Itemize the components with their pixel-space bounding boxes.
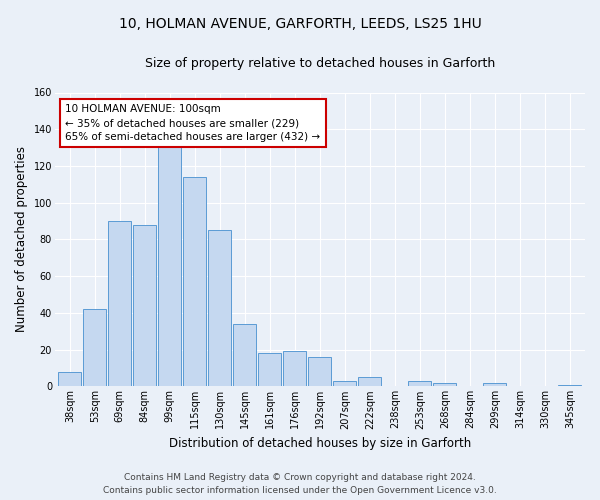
Bar bbox=[158, 140, 181, 386]
Bar bbox=[433, 382, 457, 386]
Y-axis label: Number of detached properties: Number of detached properties bbox=[15, 146, 28, 332]
X-axis label: Distribution of detached houses by size in Garforth: Distribution of detached houses by size … bbox=[169, 437, 471, 450]
Title: Size of property relative to detached houses in Garforth: Size of property relative to detached ho… bbox=[145, 58, 495, 70]
Bar bbox=[559, 384, 581, 386]
Bar bbox=[358, 377, 382, 386]
Bar bbox=[283, 352, 307, 386]
Bar bbox=[308, 357, 331, 386]
Bar bbox=[259, 354, 281, 386]
Bar bbox=[109, 221, 131, 386]
Bar bbox=[133, 225, 157, 386]
Text: 10, HOLMAN AVENUE, GARFORTH, LEEDS, LS25 1HU: 10, HOLMAN AVENUE, GARFORTH, LEEDS, LS25… bbox=[119, 18, 481, 32]
Bar bbox=[83, 309, 106, 386]
Bar bbox=[184, 177, 206, 386]
Bar bbox=[409, 381, 431, 386]
Bar bbox=[484, 382, 506, 386]
Bar bbox=[208, 230, 232, 386]
Text: 10 HOLMAN AVENUE: 100sqm
← 35% of detached houses are smaller (229)
65% of semi-: 10 HOLMAN AVENUE: 100sqm ← 35% of detach… bbox=[65, 104, 320, 142]
Bar bbox=[58, 372, 82, 386]
Text: Contains HM Land Registry data © Crown copyright and database right 2024.
Contai: Contains HM Land Registry data © Crown c… bbox=[103, 474, 497, 495]
Bar bbox=[233, 324, 256, 386]
Bar bbox=[334, 381, 356, 386]
